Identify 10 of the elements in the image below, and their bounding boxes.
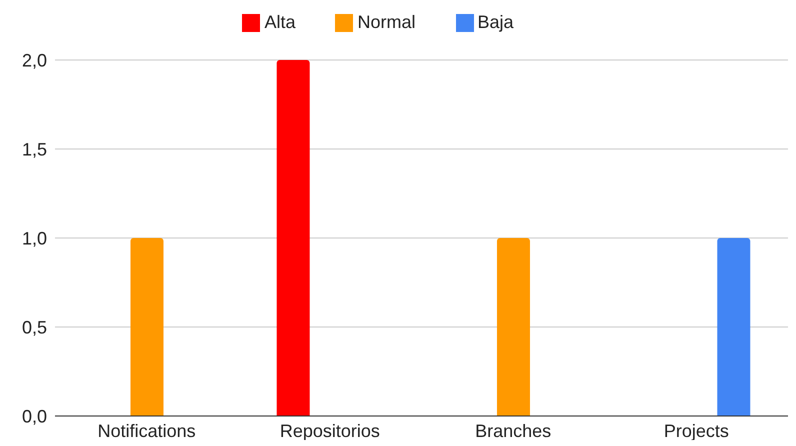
legend-label: Baja bbox=[478, 12, 514, 32]
y-tick-label: 2,0 bbox=[22, 50, 47, 70]
x-tick-label: Branches bbox=[475, 420, 552, 441]
y-tick-label: 0,0 bbox=[22, 406, 47, 426]
legend-label: Normal bbox=[357, 12, 416, 32]
y-tick-label: 1,5 bbox=[22, 139, 47, 160]
y-tick-label: 0,5 bbox=[22, 317, 47, 338]
y-tick-label: 1,0 bbox=[22, 228, 47, 248]
x-tick-label: Notifications bbox=[98, 420, 196, 441]
legend-label: Alta bbox=[264, 12, 296, 32]
